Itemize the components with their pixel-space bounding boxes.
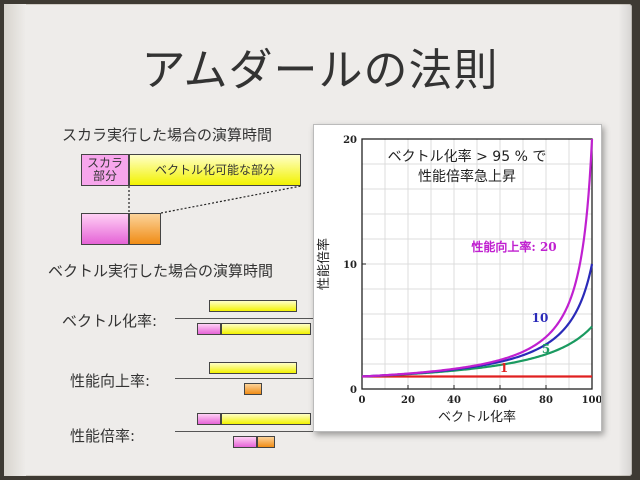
row2-vector-bar [209, 362, 297, 374]
row-performance-ratio-line [175, 431, 335, 432]
y-tick-label: 0 [350, 385, 357, 396]
chart-ticks: 0 20 40 60 80 100 0 10 20 [343, 135, 602, 406]
row-vectorization-rate-label: ベクトル化率: [62, 312, 158, 330]
x-tick-label: 40 [447, 395, 461, 406]
y-tick-label: 10 [343, 260, 357, 271]
series-label-20: 性能向上率: 20 [470, 239, 556, 254]
series-label-5: 5 [542, 342, 550, 356]
x-tick-label: 80 [539, 395, 553, 406]
row-speedup-label: 性能向上率: [70, 372, 151, 390]
x-tick-label: 0 [359, 395, 366, 406]
x-tick-label: 60 [493, 395, 507, 406]
page-shadow [618, 4, 632, 476]
x-tick-label: 20 [401, 395, 415, 406]
row-speedup-line [175, 378, 335, 379]
vector-part-box: ベクトル化可能な部分 [129, 154, 301, 186]
row-vectorization-rate-line [175, 318, 335, 319]
row1-vector-bar-before [209, 300, 297, 312]
row3-scalar-bar [197, 413, 221, 425]
scalar-heading: スカラ実行した場合の演算時間 [62, 126, 273, 144]
row3-vector-bar [221, 413, 311, 425]
scalar-part-block [81, 213, 129, 245]
chart-series [361, 138, 594, 378]
row3-accelerated-bar [257, 436, 275, 448]
row1-scalar-bar [197, 323, 221, 335]
chart-xlabel: ベクトル化率 [438, 409, 516, 425]
amdahl-chart: 0 20 40 60 80 100 0 10 20 1 5 10 性能向上率: 20 ベクトル化率 >… [313, 124, 602, 432]
series-line-20 [361, 138, 594, 378]
chart-annotation: ベクトル化率 > 95 % で性能倍率急上昇 [388, 148, 547, 185]
projection-line-right [160, 185, 302, 214]
scalar-part-box: スカラ 部分 [81, 154, 129, 186]
row3-scalar-bar-fast [233, 436, 257, 448]
notebook-binding [4, 4, 26, 476]
y-tick-label: 20 [343, 135, 357, 146]
chart-series-labels: 1 5 10 性能向上率: 20 [470, 239, 556, 375]
vector-part-label: ベクトル化可能な部分 [154, 163, 275, 177]
row-performance-ratio-label: 性能倍率: [70, 427, 136, 445]
annotation-line: ベクトル化率 > 95 % で [388, 148, 547, 165]
annotation-line: 性能倍率急上昇 [418, 168, 516, 185]
vector-heading: ベクトル実行した場合の演算時間 [48, 262, 274, 280]
series-label-1: 1 [500, 361, 508, 375]
slide-title: アムダールの法則 [141, 45, 499, 96]
x-tick-label: 100 [582, 395, 601, 406]
chart-ylabel: 性能倍率 [316, 238, 332, 290]
row2-accelerated-bar [244, 383, 262, 395]
vector-part-accelerated-block [129, 213, 161, 245]
scalar-part-label: スカラ 部分 [86, 156, 123, 183]
row1-vector-bar-after [221, 323, 311, 335]
series-label-10: 10 [532, 311, 549, 325]
